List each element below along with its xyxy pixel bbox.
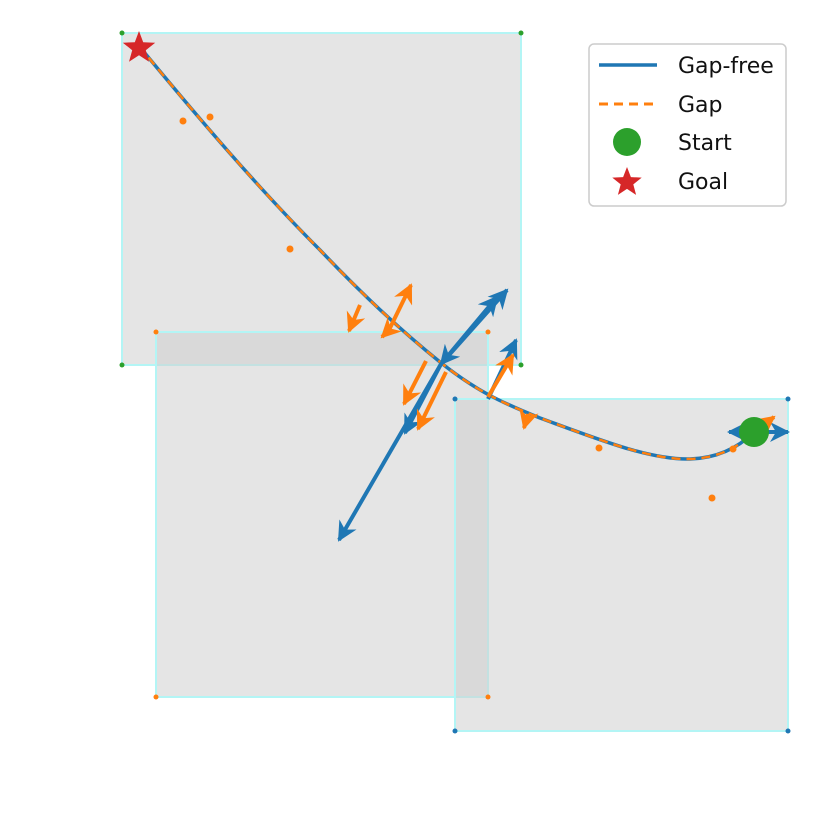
region-bottom-right <box>455 399 788 731</box>
corner-point <box>786 729 791 734</box>
corner-point <box>453 397 458 402</box>
corner-point <box>786 397 791 402</box>
corner-point <box>154 695 159 700</box>
region-top-left <box>122 33 521 365</box>
gap-control-point <box>596 445 603 452</box>
start-marker <box>739 417 769 447</box>
corner-point <box>453 729 458 734</box>
gap-control-point <box>730 446 737 453</box>
gap-control-point <box>287 246 294 253</box>
legend-label-gap-free: Gap-free <box>678 54 774 79</box>
corner-point <box>519 363 524 368</box>
corner-point <box>154 330 159 335</box>
legend-label-gap: Gap <box>678 93 723 118</box>
corner-point <box>486 695 491 700</box>
legend-label-start: Start <box>678 131 732 156</box>
legend-label-goal: Goal <box>678 170 728 195</box>
gap-control-point <box>180 118 187 125</box>
corner-point <box>486 330 491 335</box>
legend: Gap-free Gap Start Goal <box>589 44 786 206</box>
gap-control-point <box>709 495 716 502</box>
corner-point <box>519 31 524 36</box>
legend-swatch-start <box>613 128 641 156</box>
gap-control-point <box>207 114 214 121</box>
corner-point <box>120 31 125 36</box>
corner-point <box>120 363 125 368</box>
